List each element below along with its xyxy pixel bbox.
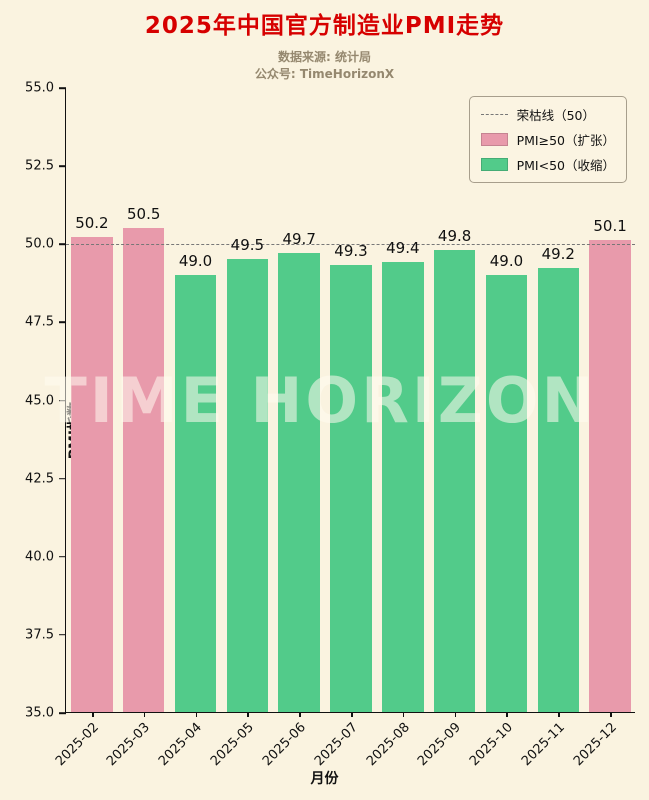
pmi-bar — [330, 265, 372, 712]
x-tick-mark — [143, 712, 146, 717]
x-axis-title: 月份 — [310, 771, 339, 787]
x-tick-label: 2025-04 — [156, 720, 206, 770]
expand-color-swatch — [480, 133, 508, 146]
x-tick-label: 2025-06 — [259, 720, 309, 770]
y-tick-mark — [59, 321, 66, 324]
x-tick-mark — [351, 712, 353, 717]
x-tick-mark — [506, 712, 509, 717]
x-tick-mark — [247, 712, 249, 717]
legend-item-contract: PMI<50（收缩） — [480, 155, 615, 174]
pmi-bar — [382, 262, 424, 712]
y-tick-mark — [59, 555, 66, 558]
x-tick-mark — [402, 712, 405, 717]
y-tick-mark — [59, 399, 66, 402]
x-tick-label: 2025-12 — [570, 720, 620, 770]
page-title: 2025年中国官方制造业PMI走势 — [144, 13, 505, 39]
y-tick-mark — [59, 712, 66, 714]
y-tick-label: 35.0 — [25, 705, 54, 721]
x-tick-label: 2025-05 — [207, 720, 257, 770]
x-tick-mark — [454, 712, 457, 717]
x-tick-label: 2025-07 — [311, 720, 361, 770]
x-tick-label: 2025-08 — [363, 720, 413, 770]
y-tick-label: 45.0 — [25, 393, 54, 408]
x-tick-mark — [91, 712, 94, 717]
pmi-bar — [226, 258, 269, 712]
bar-value-label: 49.5 — [230, 235, 265, 254]
bar-value-label: 49.0 — [489, 251, 524, 270]
pmi-bar — [123, 227, 165, 712]
y-tick-mark — [59, 243, 66, 246]
y-tick-mark — [59, 634, 66, 636]
bar-value-label: 49.7 — [282, 229, 316, 248]
pmi-bar — [174, 274, 217, 712]
y-tick-label: 37.5 — [25, 627, 54, 643]
y-tick-label: 50.0 — [25, 236, 54, 252]
chart-legend: 荣枯线（50） PMI≥50（扩张） PMI<50（收缩） — [468, 96, 627, 183]
x-tick-mark — [195, 712, 198, 717]
y-tick-label: 55.0 — [25, 80, 54, 96]
legend-item-expand: PMI≥50（扩张） — [480, 130, 615, 149]
legend-label-expand: PMI≥50（扩张） — [516, 133, 615, 148]
y-tick-label: 42.5 — [25, 471, 54, 487]
plot-area: PMI指数 TIME HORIZON 荣枯线（50） PMI≥50（扩张） PM… — [25, 81, 635, 769]
y-tick-mark — [59, 87, 66, 89]
subtitle-account: 公众号: TimeHorizonX — [254, 67, 395, 81]
subtitle-source: 数据来源: 统计局 — [278, 50, 371, 64]
y-tick-label: 47.5 — [25, 314, 54, 330]
threshold-line — [66, 244, 635, 246]
pmi-bar — [537, 268, 579, 712]
bar-value-label: 50.5 — [127, 204, 161, 223]
x-tick-mark — [610, 712, 612, 717]
legend-item-threshold: 荣枯线（50） — [480, 105, 615, 124]
x-tick-mark — [558, 712, 560, 717]
y-tick-mark — [59, 477, 66, 480]
bar-value-label: 50.2 — [75, 214, 109, 232]
bar-value-label: 49.0 — [178, 251, 213, 270]
pmi-bar — [589, 240, 631, 712]
x-tick-label: 2025-10 — [467, 720, 517, 770]
pmi-bar — [485, 274, 528, 712]
bar-value-label: 49.2 — [541, 245, 575, 264]
dashed-line-swatch — [480, 114, 508, 115]
bar-value-label: 49.4 — [386, 239, 420, 257]
bar-value-label: 49.3 — [334, 242, 368, 261]
bar-value-label: 49.8 — [437, 226, 472, 245]
y-tick-label: 40.0 — [25, 549, 54, 565]
pmi-bar — [71, 237, 113, 712]
legend-label-threshold: 荣枯线（50） — [516, 108, 596, 123]
contract-color-swatch — [480, 158, 508, 171]
pmi-bar — [433, 249, 476, 712]
pmi-bar — [278, 252, 320, 712]
x-tick-label: 2025-03 — [104, 720, 154, 770]
x-tick-label: 2025-02 — [52, 720, 102, 770]
x-tick-label: 2025-09 — [415, 720, 465, 770]
y-tick-mark — [59, 165, 66, 167]
legend-label-contract: PMI<50（收缩） — [516, 158, 615, 173]
y-tick-label: 52.5 — [25, 158, 54, 174]
bar-value-label: 50.1 — [593, 217, 627, 236]
x-tick-label: 2025-11 — [518, 720, 568, 770]
x-tick-mark — [299, 712, 301, 717]
